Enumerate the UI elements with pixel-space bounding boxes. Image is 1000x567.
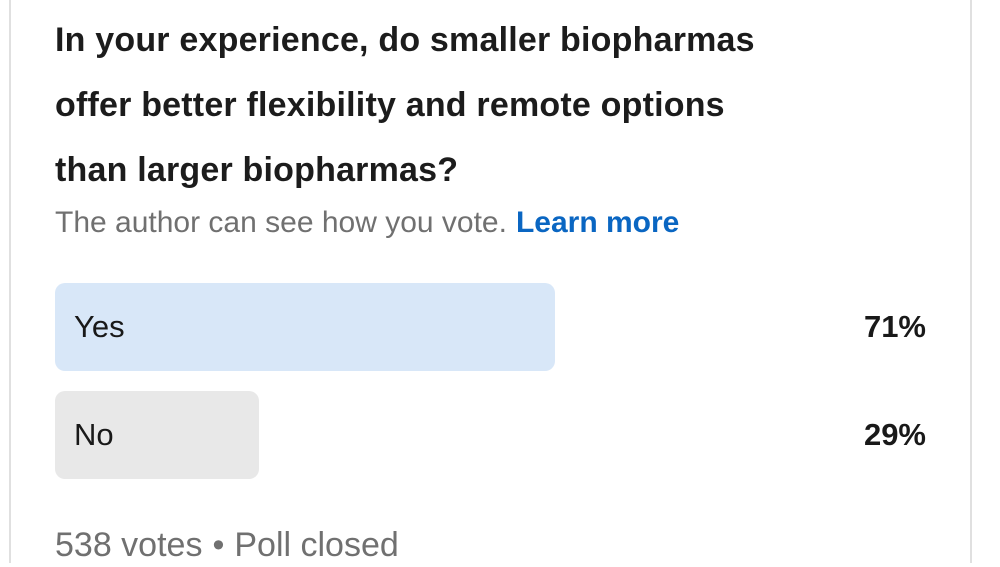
- footer-separator-dot: •: [212, 526, 225, 564]
- poll-option-yes-label: Yes: [74, 309, 125, 344]
- poll-question-line-3: than larger biopharmas?: [55, 151, 459, 189]
- poll-option-yes: Yes 71%: [55, 283, 926, 371]
- poll-option-no-bar: [55, 391, 260, 479]
- poll-question-line-2: offer better flexibility and remote opti…: [55, 86, 725, 124]
- poll-option-yes-track: [55, 283, 759, 371]
- poll-options: Yes 71% No 29%: [55, 283, 926, 479]
- poll-question-line-1: In your experience, do smaller biopharma…: [55, 21, 755, 59]
- poll-option-no-label: No: [74, 417, 114, 452]
- poll-option-no-track: [55, 391, 759, 479]
- poll-card: In your experience, do smaller biopharma…: [9, 0, 972, 564]
- poll-status: Poll closed: [234, 526, 399, 564]
- poll-option-no-percent: 29%: [863, 417, 926, 452]
- poll-option-yes-percent: 71%: [863, 309, 926, 344]
- vote-count: 538 votes: [55, 526, 203, 564]
- poll-option-yes-bar: [55, 283, 555, 371]
- vote-visibility-disclosure: The author can see how you vote. Learn mo…: [55, 203, 926, 243]
- learn-more-link[interactable]: Learn more: [515, 206, 680, 239]
- poll-footer: 538 votes • Poll closed: [55, 523, 926, 567]
- vote-visibility-text: The author can see how you vote.: [55, 206, 507, 239]
- poll-option-no: No 29%: [55, 391, 926, 479]
- poll-question: In your experience, do smaller biopharma…: [55, 8, 926, 203]
- poll-content: In your experience, do smaller biopharma…: [11, 0, 970, 567]
